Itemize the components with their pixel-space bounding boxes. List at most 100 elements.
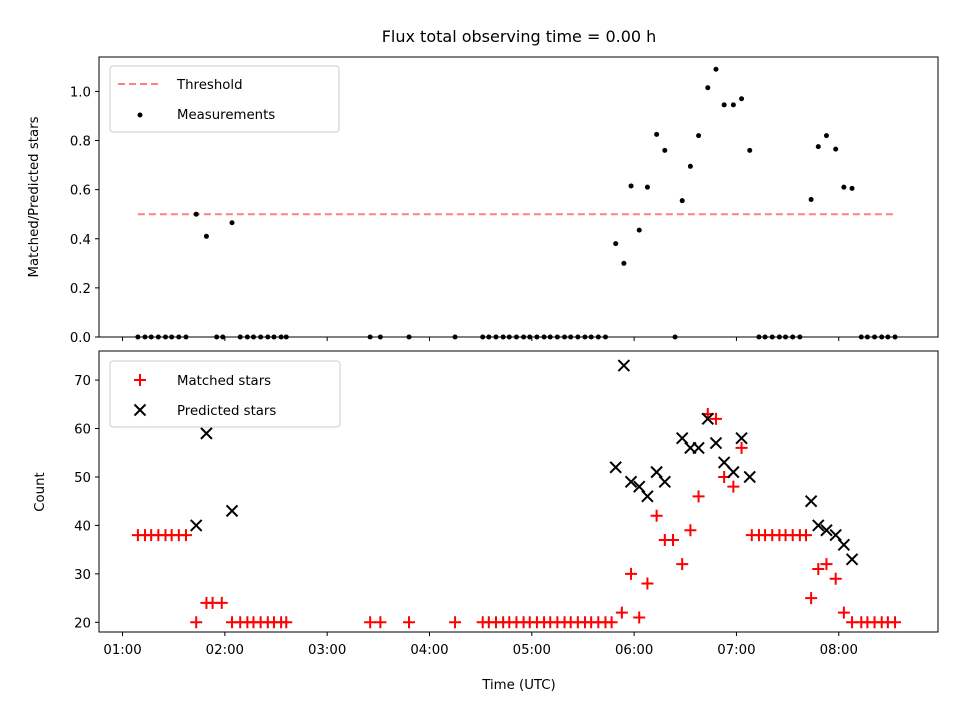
predicted-stars-point — [641, 490, 654, 503]
measurement-point — [833, 146, 839, 152]
predicted-stars-point — [727, 465, 740, 479]
predicted-stars-point — [225, 504, 239, 518]
matched-stars-point — [179, 529, 192, 542]
measurement-point — [841, 184, 847, 190]
predicted-stars-point — [609, 461, 622, 474]
predicted-stars-point — [650, 465, 663, 479]
matched-stars-point — [374, 616, 387, 629]
x-tick-label: 06:00 — [615, 643, 653, 658]
legend-predicted-label: Predicted stars — [177, 404, 276, 419]
predicted-stars-point — [675, 431, 689, 445]
measurement-point — [229, 220, 235, 226]
measurement-point — [644, 184, 650, 190]
measurement-point — [815, 144, 821, 150]
predicted-stars-point — [624, 475, 638, 489]
measurement-point — [808, 196, 814, 202]
top-plot-area: 0.0 0.2 0.4 0.6 0.8 1.0 — [70, 56, 939, 346]
matched-stars-point — [692, 490, 705, 503]
predicted-stars-point — [692, 441, 705, 455]
bottom-plot-area: 01:00 02:00 03:00 04:00 05:00 06:00 07:00 08:00… — [74, 350, 939, 658]
top-legend-frame — [109, 65, 340, 133]
matched-stars-point — [605, 616, 618, 629]
bottom-y-tick-label: 30 — [74, 568, 91, 583]
matched-stars-point — [800, 529, 813, 542]
x-tick-label: 04:00 — [410, 643, 448, 658]
predicted-stars-point — [200, 427, 213, 440]
predicted-stars-point — [633, 480, 646, 493]
measurement-point — [696, 133, 702, 139]
matched-stars-point — [666, 533, 679, 546]
predicted-stars-point — [829, 528, 842, 542]
matched-stars-point — [837, 606, 850, 619]
top-y-tick-label: 0.8 — [70, 135, 91, 150]
matched-stars-point — [615, 606, 628, 619]
bottom-y-tick-label: 70 — [74, 374, 91, 389]
x-tick-label: 02:00 — [206, 643, 244, 658]
bottom-y-tick-label: 40 — [74, 519, 91, 534]
measurement-point — [739, 96, 745, 102]
matched-stars-point — [215, 596, 228, 609]
matched-stars-point — [684, 524, 697, 537]
top-axes-frame — [98, 56, 939, 338]
matched-stars-point — [190, 616, 203, 629]
matched-stars-point — [403, 616, 416, 629]
matched-stars-point — [280, 616, 293, 629]
x-tick-label: 03:00 — [308, 643, 346, 658]
matched-stars-point — [676, 558, 689, 571]
x-tick-label: 01:00 — [103, 643, 141, 658]
measurement-point — [193, 211, 199, 217]
measurement-point — [713, 66, 719, 72]
measurement-point — [613, 241, 619, 247]
measurement-point — [679, 198, 685, 204]
predicted-stars-point — [189, 519, 203, 532]
measurement-point — [823, 133, 829, 139]
predicted-stars-point — [617, 359, 631, 372]
bottom-axes-frame — [98, 350, 939, 633]
predicted-stars-point — [820, 524, 833, 537]
measurement-point — [654, 131, 660, 137]
matched-stars-point — [449, 616, 462, 629]
measurement-point — [687, 163, 693, 169]
top-y-tick-label: 1.0 — [70, 85, 91, 100]
bottom-y-tick-label: 60 — [74, 423, 91, 438]
measurement-point — [628, 183, 634, 189]
x-tick-label: 05:00 — [513, 643, 551, 658]
legend-threshold-label: Threshold — [176, 78, 243, 93]
bottom-x-axis-label: Time (UTC) — [481, 678, 556, 693]
legend-predicted-swatch — [133, 403, 147, 417]
matched-stars-point — [641, 577, 654, 590]
top-y-tick-label: 0.0 — [70, 331, 91, 346]
measurement-point — [662, 147, 668, 153]
legend-matched-swatch — [134, 374, 146, 386]
predicted-stars-point — [701, 412, 714, 426]
bottom-y-axis-label: Count — [33, 472, 48, 512]
matched-stars-point — [735, 441, 748, 454]
matched-stars-point — [820, 558, 833, 571]
matched-stars-point — [889, 616, 902, 629]
measurement-point — [730, 102, 736, 108]
measurement-point — [721, 102, 727, 108]
measurement-point — [636, 227, 642, 233]
bottom-legend: Matched stars Predicted stars — [109, 360, 341, 428]
measurement-point — [203, 233, 209, 239]
top-y-axis-label: Matched/Predicted stars — [27, 116, 42, 277]
x-tick-label: 07:00 — [717, 643, 755, 658]
bottom-legend-frame — [109, 360, 341, 428]
predicted-stars-point — [658, 475, 672, 489]
predicted-stars-point — [717, 456, 731, 469]
top-chart-title: Flux total observing time = 0.00 h — [382, 27, 657, 46]
matched-stars-point — [625, 567, 638, 580]
x-tick-label: 08:00 — [820, 643, 858, 658]
legend-measurements-swatch — [137, 112, 143, 118]
predicted-stars-point — [837, 538, 851, 552]
matched-stars-point — [633, 611, 646, 624]
measurement-point — [621, 260, 627, 266]
predicted-stars-point — [804, 494, 818, 508]
predicted-stars-point — [812, 519, 825, 532]
matched-stars-point — [727, 480, 740, 493]
measurement-point — [747, 147, 753, 153]
predicted-stars-point — [709, 436, 723, 450]
matched-stars-point — [812, 563, 825, 576]
matched-stars-point — [829, 572, 842, 585]
